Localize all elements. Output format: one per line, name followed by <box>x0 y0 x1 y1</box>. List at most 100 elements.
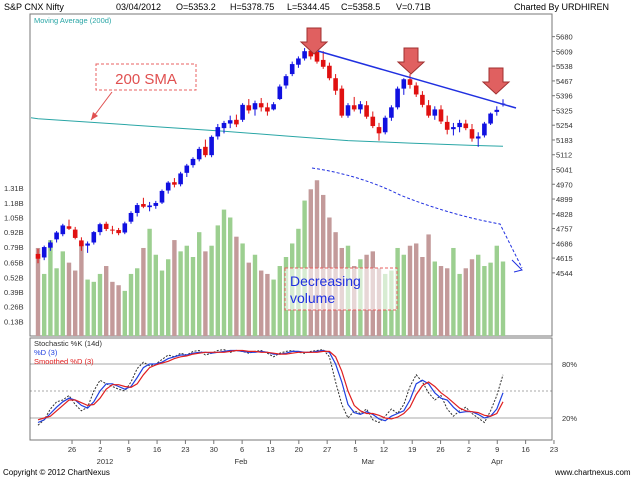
volume-bar <box>116 285 121 336</box>
candle-body <box>60 225 66 235</box>
candle-body <box>153 202 159 206</box>
price-tick-label: 5538 <box>556 62 573 71</box>
candle-body <box>246 105 252 111</box>
volume-bar <box>488 262 493 336</box>
volume-bar <box>135 268 140 336</box>
price-tick-label: 5325 <box>556 106 573 115</box>
volume-bar <box>401 254 406 336</box>
date-period-label: Feb <box>235 457 248 466</box>
candle-body <box>482 123 487 136</box>
volume-bar <box>271 279 276 336</box>
volume-bar <box>172 240 177 336</box>
volume-label: V=0.71B <box>396 2 431 12</box>
candle-body <box>407 79 413 85</box>
price-tick-label: 5254 <box>556 121 573 130</box>
sma-legend: Moving Average (200d) <box>34 16 112 25</box>
candle-body <box>147 205 152 208</box>
copyright-text: Copyright © 2012 ChartNexus <box>3 468 110 477</box>
candle-body <box>209 136 214 156</box>
volume-bar <box>66 262 72 336</box>
price-tick-label: 4615 <box>556 254 573 263</box>
date-tick-label: 26 <box>68 445 76 454</box>
volume-bar <box>128 273 134 336</box>
candle-body <box>339 88 345 116</box>
candle-body <box>488 113 493 124</box>
candle-body <box>134 205 140 213</box>
price-axis: 5680 5609 5538 5467 5396 5325 5254 5183 5112 5041… <box>552 33 573 278</box>
volume-bar <box>259 270 264 336</box>
sma-note: 200 SMA <box>115 71 177 88</box>
candle-body <box>302 51 307 59</box>
date-axis: 26 2 9 16 23 30 6 13 20 27 5 12 19 26 2 9 16 23 2012 Feb Mar… <box>68 440 558 466</box>
date-tick-label: 12 <box>380 445 388 454</box>
date-tick-label: 9 <box>495 445 499 454</box>
stoch-sd-legend: Smoothed %D (3) <box>34 357 94 366</box>
candle-body <box>227 120 233 124</box>
candle-body <box>48 242 53 248</box>
candle-body <box>35 253 41 259</box>
volume-bar <box>426 234 431 336</box>
candle-body <box>271 104 276 110</box>
volume-bar <box>482 266 487 336</box>
candle-body <box>190 158 196 166</box>
volume-bar <box>159 270 165 336</box>
candle-body <box>122 223 128 233</box>
chart-header: S&P CNX Nifty 03/04/2012 O=5353.2 H=5378… <box>0 0 640 14</box>
volume-tick-label: 0.65B <box>4 259 24 268</box>
volume-trend-arrow <box>311 167 523 269</box>
volume-bar <box>500 261 506 336</box>
volume-bar <box>494 245 499 336</box>
volume-bar <box>438 266 444 336</box>
candle-body <box>320 59 326 67</box>
stoch-d-line <box>37 349 504 424</box>
price-tick-label: 5183 <box>556 136 573 145</box>
price-tick-label: 5467 <box>556 77 573 86</box>
low-label: L=5344.45 <box>287 2 330 12</box>
volume-tick-label: 0.52B <box>4 273 24 282</box>
volume-bar <box>166 259 171 336</box>
date-tick-label: 5 <box>353 445 357 454</box>
volume-bar <box>420 257 425 336</box>
volume-bar <box>395 247 400 336</box>
price-tick-label: 4899 <box>556 195 573 204</box>
sma-note-box <box>95 63 197 91</box>
volume-tick-label: 0.13B <box>4 317 24 326</box>
candle-body <box>457 122 462 128</box>
volume-bar <box>110 281 115 336</box>
sell-arrow-icon <box>481 67 511 95</box>
volume-bar <box>252 254 258 336</box>
volume-bar <box>215 225 220 336</box>
resistance-trendline <box>317 50 517 109</box>
candle-body <box>159 190 165 203</box>
volume-note-line-1: Decreasing <box>290 273 361 289</box>
candle-body <box>327 65 332 79</box>
volume-bar <box>314 180 320 336</box>
candle-body <box>265 107 270 112</box>
volume-bar <box>35 247 41 336</box>
date-tick-label: 26 <box>436 445 444 454</box>
volume-bar <box>228 217 233 336</box>
volume-bar <box>451 247 456 336</box>
date-period-label: Mar <box>362 457 375 466</box>
price-tick-label: 4544 <box>556 269 573 278</box>
date-tick-label: 2 <box>98 445 102 454</box>
candle-body <box>91 232 97 243</box>
symbol-label: S&P CNX Nifty <box>4 2 64 12</box>
volume-bar <box>457 273 462 336</box>
volume-bar <box>414 243 419 336</box>
high-label: H=5378.75 <box>230 2 275 12</box>
candle-body <box>364 105 369 117</box>
volume-tick-label: 1.05B <box>4 214 24 223</box>
volume-bars <box>35 180 506 336</box>
volume-bar <box>122 290 127 336</box>
candle-body <box>283 76 289 86</box>
candle-body <box>79 240 84 247</box>
candle-body <box>110 229 115 231</box>
volume-bar <box>445 268 450 336</box>
volume-bar <box>73 270 78 336</box>
volume-bar <box>147 228 152 336</box>
candle-body <box>314 51 320 62</box>
candle-body <box>401 79 407 89</box>
volume-bar <box>203 251 208 336</box>
